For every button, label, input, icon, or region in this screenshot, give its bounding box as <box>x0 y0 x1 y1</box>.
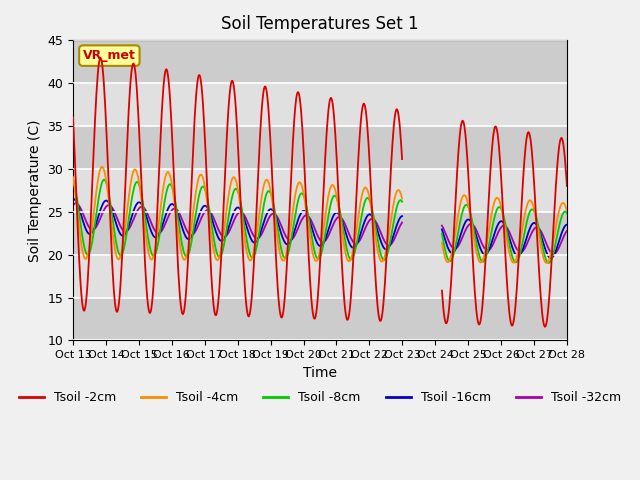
Line: Tsoil -16cm: Tsoil -16cm <box>73 199 567 258</box>
Tsoil -2cm <box>205 228 213 234</box>
Tsoil -8cm <box>129 191 137 196</box>
Line: Tsoil -32cm: Tsoil -32cm <box>73 204 567 254</box>
Tsoil -8cm <box>394 201 402 206</box>
Tsoil -16cm <box>563 222 571 228</box>
Tsoil -8cm <box>69 177 77 182</box>
Tsoil -32cm <box>205 208 213 214</box>
Tsoil -2cm <box>394 109 402 115</box>
Tsoil -4cm <box>78 245 86 251</box>
Tsoil -8cm <box>179 246 187 252</box>
Tsoil -8cm <box>563 210 571 216</box>
Tsoil -16cm <box>179 227 187 233</box>
Tsoil -32cm <box>69 202 77 208</box>
Tsoil -4cm <box>129 170 137 176</box>
Tsoil -4cm <box>69 174 77 180</box>
Title: Soil Temperatures Set 1: Soil Temperatures Set 1 <box>221 15 419 33</box>
Tsoil -32cm <box>394 228 402 233</box>
Tsoil -4cm <box>380 257 387 263</box>
Tsoil -16cm <box>380 244 387 250</box>
Bar <box>73 212 567 254</box>
Tsoil -2cm <box>69 114 77 120</box>
Tsoil -4cm <box>563 208 571 214</box>
Bar <box>73 254 567 298</box>
Tsoil -32cm <box>78 208 86 214</box>
Tsoil -16cm <box>394 219 402 225</box>
Tsoil -2cm <box>179 312 187 317</box>
Legend: Tsoil -2cm, Tsoil -4cm, Tsoil -8cm, Tsoil -16cm, Tsoil -32cm: Tsoil -2cm, Tsoil -4cm, Tsoil -8cm, Tsoi… <box>14 386 626 409</box>
Bar <box>73 126 567 169</box>
Line: Tsoil -4cm: Tsoil -4cm <box>73 167 567 263</box>
Tsoil -32cm <box>129 218 137 224</box>
Tsoil -16cm <box>78 215 86 221</box>
Bar <box>73 83 567 126</box>
Tsoil -2cm <box>78 298 86 304</box>
Y-axis label: Soil Temperature (C): Soil Temperature (C) <box>28 119 42 262</box>
Tsoil -8cm <box>380 257 387 263</box>
X-axis label: Time: Time <box>303 366 337 380</box>
Tsoil -2cm <box>380 299 387 305</box>
Bar <box>73 40 567 83</box>
Bar <box>73 169 567 212</box>
Text: VR_met: VR_met <box>83 49 136 62</box>
Tsoil -4cm <box>205 215 213 220</box>
Bar <box>73 298 567 340</box>
Tsoil -4cm <box>179 255 187 261</box>
Tsoil -16cm <box>69 196 77 202</box>
Tsoil -32cm <box>563 228 571 234</box>
Tsoil -16cm <box>129 210 137 216</box>
Tsoil -4cm <box>394 187 402 193</box>
Tsoil -8cm <box>205 205 213 211</box>
Line: Tsoil -8cm: Tsoil -8cm <box>73 180 567 263</box>
Tsoil -32cm <box>179 219 187 225</box>
Tsoil -32cm <box>380 236 387 242</box>
Tsoil -2cm <box>129 61 137 67</box>
Tsoil -16cm <box>205 208 213 214</box>
Tsoil -8cm <box>78 231 86 237</box>
Line: Tsoil -2cm: Tsoil -2cm <box>73 58 567 327</box>
Tsoil -2cm <box>563 183 571 189</box>
